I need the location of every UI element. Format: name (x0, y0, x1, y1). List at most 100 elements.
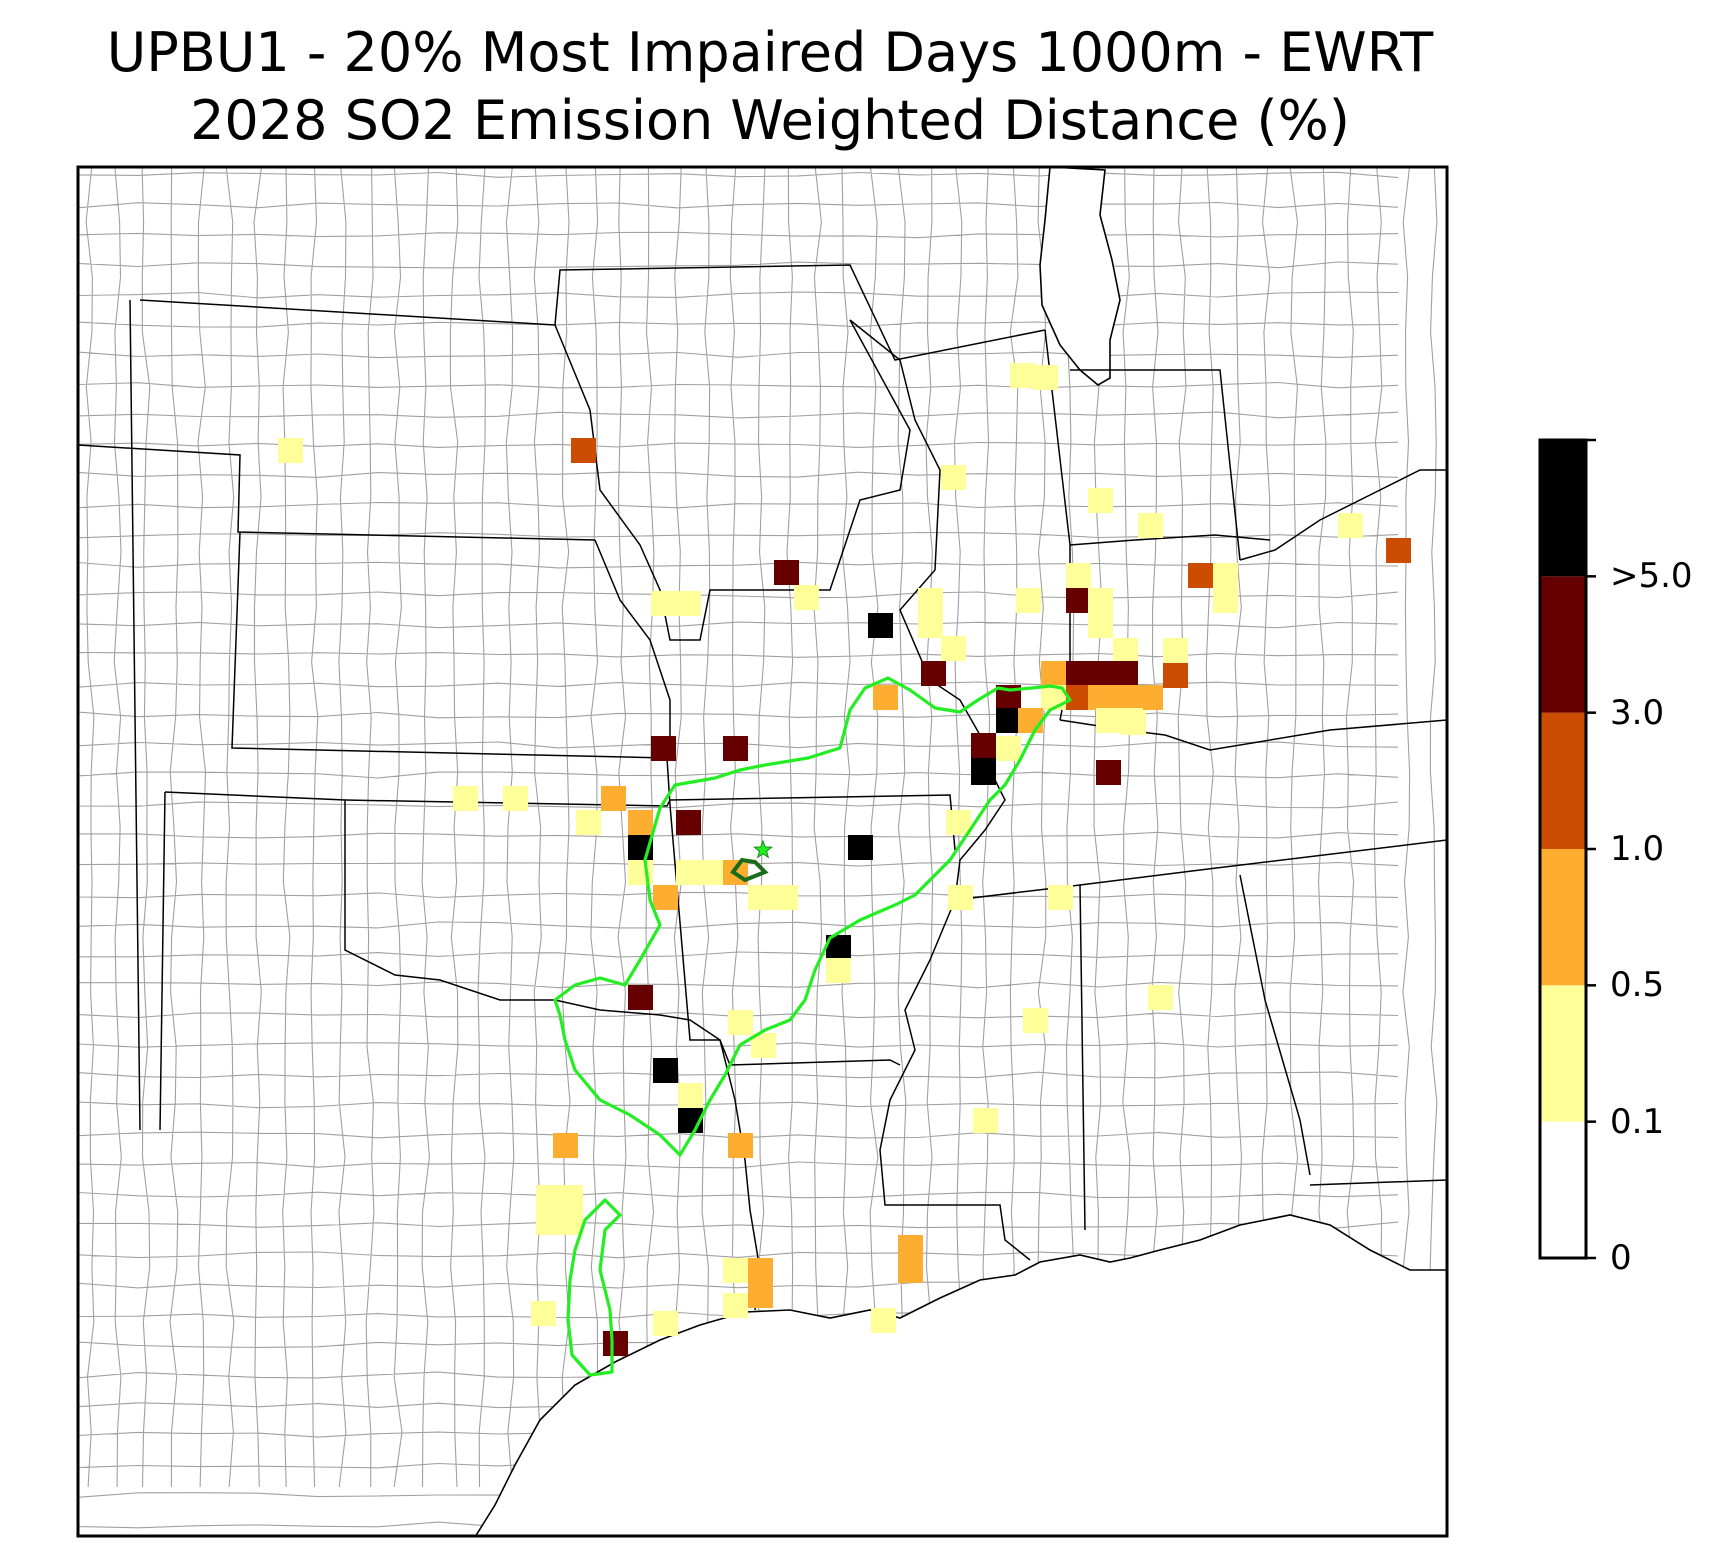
emission-cell (898, 1258, 923, 1283)
emission-cell (553, 1133, 578, 1158)
emission-cell (1066, 661, 1091, 686)
contour-outer-north (553, 676, 1072, 1157)
emission-cell (871, 1308, 896, 1333)
emission-cell (946, 810, 971, 835)
emission-cell (676, 591, 701, 616)
plot-frame (76, 165, 1449, 1538)
emission-cell (1018, 708, 1043, 733)
site-star (753, 839, 773, 859)
lake-michigan (1039, 167, 1121, 386)
emission-cell (676, 810, 701, 835)
emission-cell (601, 786, 626, 811)
emission-cell (794, 585, 819, 610)
emission-cell (723, 1258, 748, 1283)
emission-cell (1113, 661, 1138, 686)
emission-cell (1088, 588, 1113, 613)
colorbar-label: 0 (1610, 1238, 1632, 1278)
emission-cell (603, 1331, 628, 1356)
emission-cell (1066, 563, 1091, 588)
emission-cell (1113, 638, 1138, 663)
emission-cell (941, 636, 966, 661)
emission-cell (1088, 685, 1113, 710)
emission-cell (1163, 663, 1188, 688)
emission-cell (1213, 563, 1238, 588)
emission-cell (1163, 638, 1188, 663)
emission-cell (918, 588, 943, 613)
emission-cell (1096, 708, 1121, 733)
emission-cell (918, 613, 943, 638)
emission-cell (868, 613, 893, 638)
emission-cells (278, 363, 1411, 1356)
colorbar-segment (1540, 1121, 1586, 1258)
emission-cell (1010, 363, 1035, 388)
colorbar-segment (1540, 440, 1586, 577)
emission-cell (536, 1185, 561, 1210)
emission-cell (1138, 685, 1163, 710)
emission-cell (503, 786, 528, 811)
emission-cell (1041, 661, 1066, 686)
emission-cell (848, 835, 873, 860)
colorbar-segment (1540, 849, 1586, 986)
emission-cell (571, 438, 596, 463)
colorbar-segment (1540, 985, 1586, 1122)
emission-cell (1016, 588, 1041, 613)
colorbar-label: >5.0 (1610, 556, 1693, 597)
emission-cell (1188, 563, 1213, 588)
emission-cell (1096, 760, 1121, 785)
emission-cell (653, 885, 678, 910)
emission-cell (678, 1083, 703, 1108)
emission-cell (921, 661, 946, 686)
emission-cell (996, 736, 1021, 761)
emission-cell (278, 438, 303, 463)
emission-cell (1023, 1008, 1048, 1033)
emission-cell (728, 1133, 753, 1158)
emission-cell (1088, 613, 1113, 638)
emission-cell (1148, 985, 1173, 1010)
emission-cell (558, 1185, 583, 1210)
emission-cell (628, 810, 653, 835)
contour-inner (730, 857, 769, 883)
emission-cell (973, 1108, 998, 1133)
emission-cell (1213, 588, 1238, 613)
emission-cell (576, 810, 601, 835)
emission-cell (826, 958, 851, 983)
emission-cell (748, 1258, 773, 1283)
emission-cell (651, 736, 676, 761)
emission-cell (748, 1283, 773, 1308)
emission-cell (748, 885, 773, 910)
emission-cell (971, 760, 996, 785)
gulf-of-mexico (474, 1214, 1447, 1536)
emission-cell (1138, 513, 1163, 538)
emission-cell (723, 736, 748, 761)
emission-cell (1386, 538, 1411, 563)
emission-cell (898, 1235, 923, 1260)
emission-cell (1048, 885, 1073, 910)
emission-cell (651, 591, 676, 616)
contour-outer-south (566, 1198, 622, 1377)
emission-cell (1338, 513, 1363, 538)
colorbar-segment (1540, 576, 1586, 713)
emission-cell (453, 786, 478, 811)
emission-cell (1088, 661, 1113, 686)
emission-cell (728, 1010, 753, 1035)
chart-title-line-2: 2028 SO2 Emission Weighted Distance (%) (190, 89, 1350, 152)
colorbar-label: 3.0 (1610, 692, 1665, 733)
colorbar-label: 0.5 (1610, 965, 1665, 1006)
emission-cell (558, 1210, 583, 1235)
emission-cell (1121, 710, 1146, 735)
emission-cell (1066, 588, 1091, 613)
emission-cell (941, 465, 966, 490)
emission-cell (971, 733, 996, 758)
colorbar-label: 0.1 (1610, 1101, 1665, 1142)
chart-title-line-1: UPBU1 - 20% Most Impaired Days 1000m - E… (106, 21, 1434, 84)
colorbar (1538, 438, 1596, 1260)
emission-cell (873, 685, 898, 710)
colorbar-label: 1.0 (1610, 829, 1665, 869)
emission-cell (653, 1058, 678, 1083)
emission-cell (774, 560, 799, 585)
emission-cell (701, 860, 726, 885)
emission-cell (628, 985, 653, 1010)
colorbar-segment (1540, 712, 1586, 849)
emission-cell (1033, 365, 1058, 390)
